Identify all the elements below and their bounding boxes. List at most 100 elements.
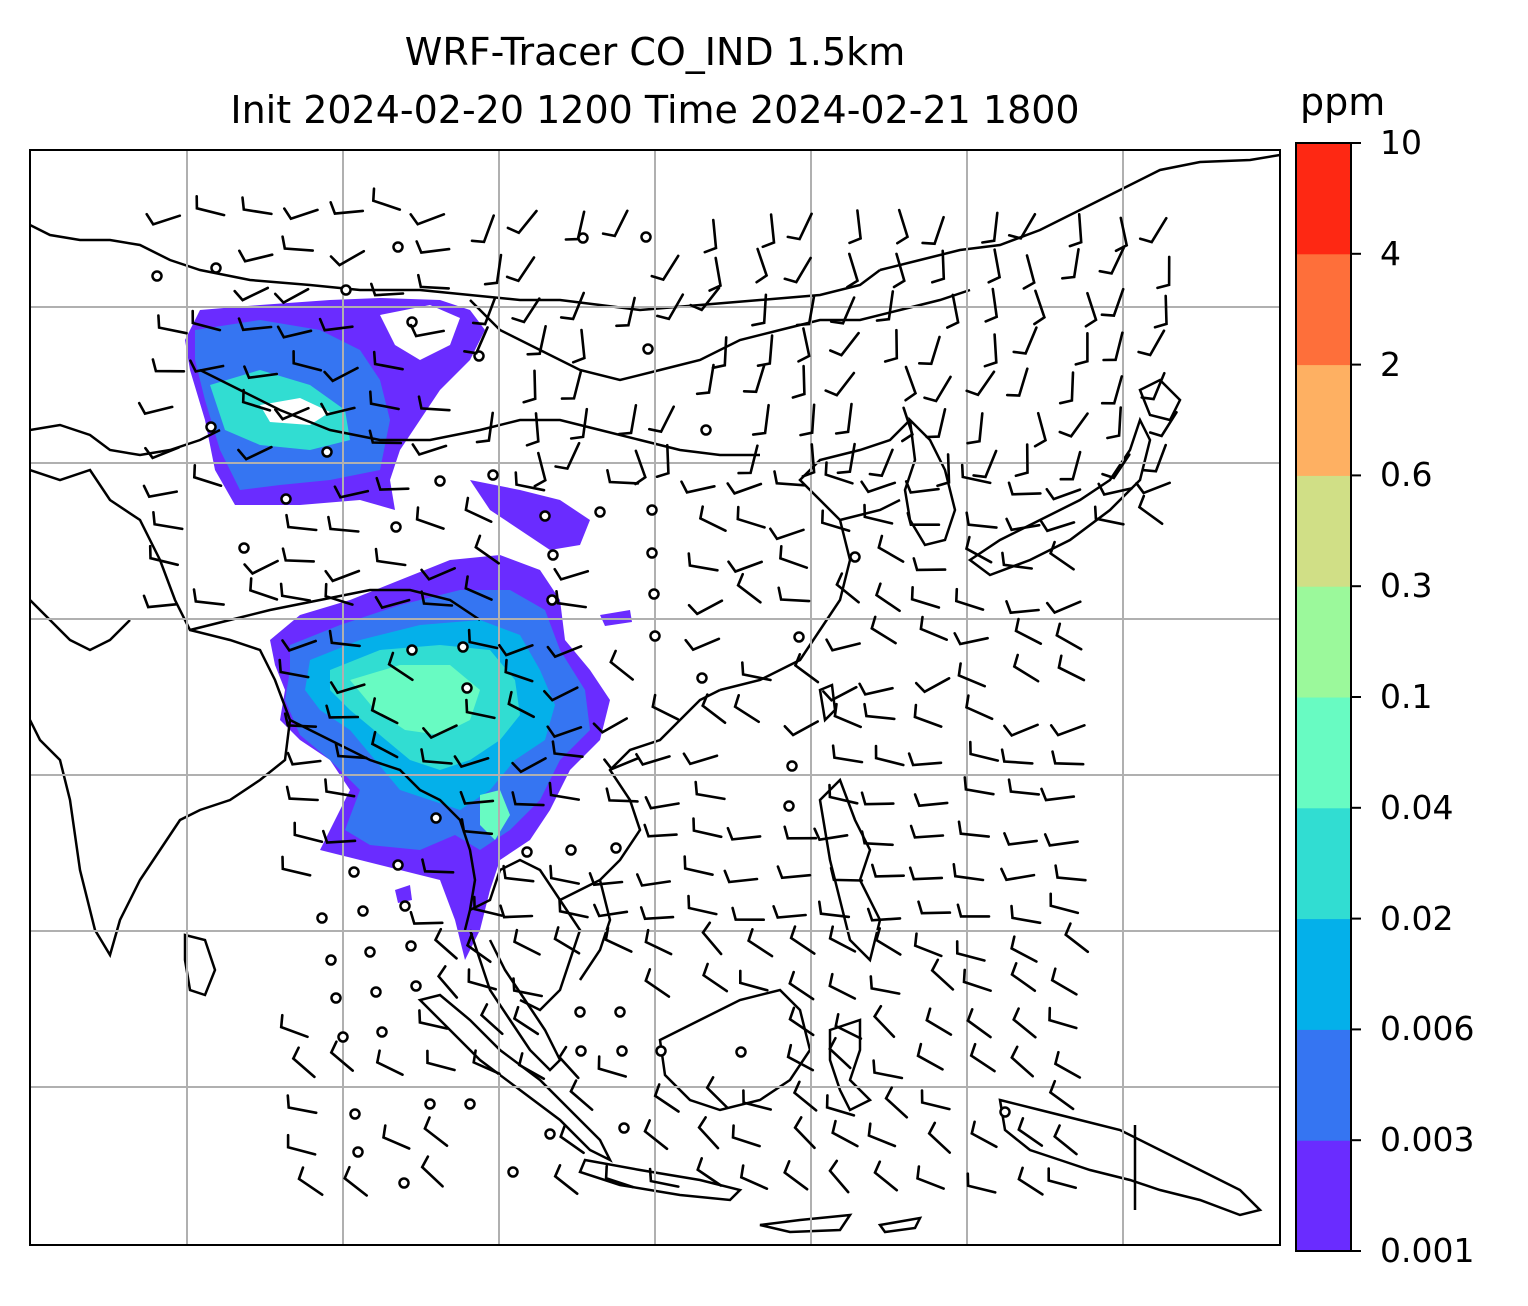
wind-barb <box>285 513 318 532</box>
calm-wind-circle <box>575 1045 587 1057</box>
wind-barb <box>783 720 819 737</box>
wind-barb <box>370 282 405 297</box>
wind-barb <box>953 632 989 646</box>
calm-wind-circle <box>406 644 418 656</box>
wind-barb <box>409 213 446 226</box>
wind-barb <box>292 350 323 372</box>
wind-barb <box>873 1160 899 1192</box>
wind-barb <box>643 1119 669 1151</box>
wind-barb <box>191 309 222 332</box>
wind-barb <box>983 333 998 368</box>
wind-barb <box>736 572 762 604</box>
calm-wind-circle <box>594 506 606 518</box>
wind-barb <box>634 449 647 486</box>
wind-barb <box>655 443 670 478</box>
wind-barb <box>756 334 774 367</box>
wind-barb <box>475 411 494 444</box>
wind-barb <box>755 247 769 284</box>
map-title-line1: WRF-Tracer CO_IND 1.5km <box>404 30 906 74</box>
wind-barb <box>860 830 894 847</box>
wind-barb <box>682 752 719 766</box>
wind-barb <box>923 375 952 403</box>
wind-barb <box>648 405 675 434</box>
wind-barb <box>1137 329 1166 357</box>
wind-barb <box>960 463 992 485</box>
wind-barb <box>824 371 856 397</box>
wind-barb <box>558 898 589 919</box>
wind-barb <box>597 1055 627 1078</box>
wind-barb <box>786 212 813 241</box>
wind-barb <box>615 296 636 328</box>
wind-barb <box>786 1043 815 1072</box>
calm-wind-circle <box>238 542 250 554</box>
wind-barb <box>869 975 901 995</box>
wind-barb <box>1005 600 1040 615</box>
colorbar-tick-label: 2 <box>1380 344 1401 384</box>
wind-barb <box>696 1157 723 1187</box>
tracer-plume-south <box>270 555 632 960</box>
wind-barb <box>473 895 504 917</box>
wind-barb <box>687 894 718 916</box>
wind-barb <box>788 970 815 1001</box>
wind-barb <box>708 256 722 292</box>
wind-barb <box>1043 833 1079 847</box>
calm-wind-circle <box>357 905 369 917</box>
wind-barb <box>474 534 500 565</box>
wind-barb <box>498 644 534 657</box>
calm-wind-circle <box>210 262 222 274</box>
wind-barb <box>1140 371 1166 401</box>
wind-barb <box>741 661 772 682</box>
wind-barb <box>1059 450 1082 481</box>
wind-barb <box>904 480 940 494</box>
wind-barb <box>779 545 809 569</box>
wind-barb <box>793 1116 816 1150</box>
wind-barb <box>320 402 356 416</box>
wind-barb <box>1014 443 1029 478</box>
wind-barb <box>411 443 448 457</box>
wind-barb <box>957 820 990 838</box>
wind-barb <box>375 1049 404 1076</box>
wind-barb <box>418 1009 449 1030</box>
wind-barb <box>1010 1045 1034 1078</box>
wind-barb <box>824 461 854 485</box>
wind-barb <box>286 1094 318 1115</box>
colorbar-tick-label: 0.6 <box>1380 455 1433 495</box>
wind-barb <box>514 471 546 492</box>
wind-barb <box>913 932 943 958</box>
wind-barb <box>858 682 894 696</box>
wind-barb <box>981 211 999 244</box>
wind-barb <box>739 969 769 992</box>
wind-barb <box>872 1004 896 1038</box>
wind-barb <box>1093 505 1125 526</box>
wind-barb <box>368 429 403 445</box>
wind-barb <box>1010 904 1042 925</box>
wind-barb <box>569 407 589 440</box>
calm-wind-circle <box>352 1146 364 1158</box>
wind-barb <box>788 1006 815 1037</box>
wind-barb <box>656 293 685 321</box>
wind-barb <box>467 968 497 991</box>
wind-barb <box>281 547 315 563</box>
calm-wind-circle <box>376 1026 388 1038</box>
wind-barb <box>281 639 317 652</box>
wind-barb <box>702 962 729 993</box>
wind-barb <box>1001 551 1033 570</box>
wind-barb <box>701 921 723 956</box>
wind-barb <box>420 1155 444 1188</box>
wind-barb <box>925 1007 953 1036</box>
wind-barb <box>1005 517 1041 532</box>
wind-barb <box>1114 216 1129 253</box>
wind-barb <box>916 1165 945 1190</box>
wind-barb <box>907 752 943 767</box>
wind-barb <box>1010 962 1037 992</box>
colorbar-tick-label: 0.1 <box>1380 677 1433 716</box>
wind-barb <box>689 286 721 312</box>
wind-barb <box>465 698 496 720</box>
wind-barb <box>548 781 580 801</box>
wind-barb <box>426 1049 456 1072</box>
wind-barb <box>415 240 451 255</box>
calm-wind-circle <box>321 446 333 458</box>
wind-barb <box>846 252 860 289</box>
calm-wind-circle <box>700 424 712 436</box>
